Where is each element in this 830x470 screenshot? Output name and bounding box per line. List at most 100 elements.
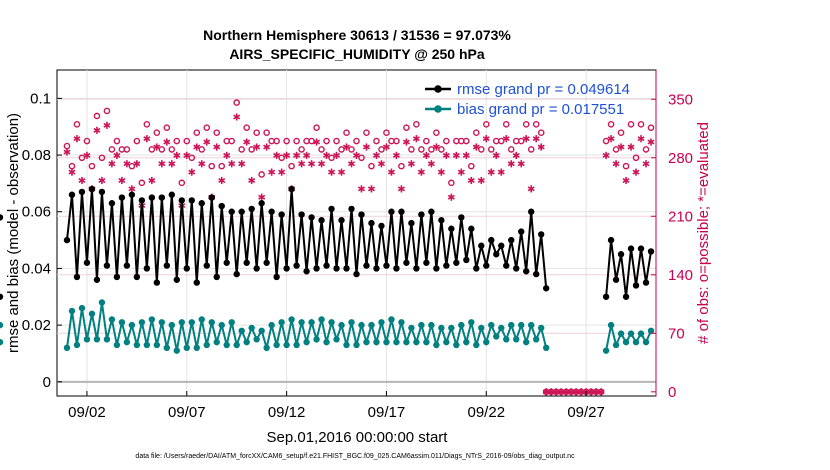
series-0-point — [68, 191, 76, 198]
x-tick-label: 09/17 — [368, 404, 406, 421]
obs-evaluated-point — [467, 176, 475, 185]
obs-possible-point — [637, 121, 645, 128]
obs-evaluated-point — [268, 168, 276, 176]
obs-possible-point — [497, 137, 505, 145]
chart-title: Northern Hemisphere 30613 / 31536 = 97.0… — [203, 27, 511, 43]
series-0-point — [617, 251, 625, 258]
obs-possible-point — [527, 146, 535, 153]
obs-possible-point — [472, 129, 480, 136]
obs-possible-point — [243, 124, 250, 131]
obs-possible-point — [423, 137, 430, 145]
series-1-point — [228, 319, 235, 326]
obs-possible-point — [418, 146, 425, 153]
obs-possible-point — [413, 121, 420, 128]
yr-tick-label: 210 — [668, 208, 693, 225]
series-0-point — [258, 200, 265, 207]
obs-evaluated-point — [517, 160, 525, 168]
obs-possible-point — [183, 137, 191, 145]
obs-possible-point — [368, 162, 375, 170]
series-1-point — [248, 324, 255, 332]
series-1-point — [118, 319, 126, 326]
obs-possible-point — [502, 121, 510, 128]
series-1-point — [448, 324, 455, 332]
obs-evaluated-point — [238, 160, 246, 168]
series-1-point — [413, 338, 420, 346]
yr-tick-label: 70 — [668, 325, 685, 342]
series-0-point — [508, 236, 515, 244]
series-1-point — [443, 338, 450, 346]
y-axis-left: 0 0.02 0.04 0.06 0.08 0.1 — [22, 90, 62, 391]
obs-possible-point — [153, 129, 161, 136]
obs-evaluated-point — [248, 176, 256, 185]
series-0-point — [503, 262, 510, 269]
series-1-point — [98, 299, 106, 306]
series-1-point — [518, 321, 525, 329]
series-0-point — [313, 265, 320, 272]
series-0-point — [78, 188, 86, 196]
series-1-point — [403, 338, 410, 346]
series-0-point — [318, 217, 325, 224]
obs-possible-point — [532, 121, 540, 128]
series-0-point — [468, 225, 475, 232]
series-1-point — [622, 338, 630, 346]
obs-evaluated-point — [392, 151, 400, 160]
obs-evaluated-point — [333, 151, 341, 160]
series-1-point — [363, 338, 370, 346]
obs-evaluated-point — [597, 388, 605, 396]
obs-possible-point — [238, 146, 245, 153]
obs-evaluated-point — [417, 168, 425, 176]
series-1-point — [533, 336, 540, 343]
series-0-point — [293, 262, 300, 269]
obs-possible-point — [168, 146, 176, 153]
obs-evaluated-point — [527, 185, 535, 193]
obs-possible-point — [373, 137, 380, 145]
series-0-point — [138, 197, 146, 204]
obs-possible-point — [363, 129, 370, 136]
series-1-point — [253, 336, 260, 343]
series-0-point — [518, 228, 525, 235]
series-1-point — [213, 338, 220, 346]
series-0-point — [308, 214, 315, 221]
x-tick-label: 09/22 — [468, 404, 506, 421]
series-0-point — [228, 208, 235, 215]
series-0-point — [98, 188, 106, 196]
series-1-point — [133, 341, 141, 349]
obs-possible-point — [517, 137, 525, 145]
obs-evaluated-point — [462, 151, 470, 160]
series-1-point — [108, 316, 116, 323]
obs-evaluated-point — [537, 143, 545, 151]
series-1-point — [498, 324, 505, 332]
series-0-point — [188, 197, 195, 204]
obs-possible-point — [193, 129, 201, 136]
series-1-point — [78, 304, 86, 312]
obs-evaluated-point — [602, 151, 610, 160]
obs-evaluated-point — [113, 151, 121, 160]
obs-possible-point — [73, 121, 81, 128]
x-tick-label: 09/27 — [567, 404, 605, 421]
series-1-point — [203, 341, 210, 349]
obs-possible-point — [343, 129, 350, 136]
obs-evaluated-point — [303, 151, 311, 160]
obs-evaluated-point — [93, 126, 101, 134]
series-0-point — [248, 205, 255, 213]
obs-evaluated-point — [203, 138, 211, 146]
obs-evaluated-point — [347, 160, 356, 168]
obs-evaluated-point — [213, 143, 221, 151]
obs-possible-point — [88, 162, 96, 170]
series-0-point — [133, 273, 141, 281]
series-0-point — [93, 276, 101, 283]
obs-possible-point — [333, 137, 340, 145]
data-file-footnote: data file: /Users/raeder/DAI/ATM_forcXX/… — [135, 453, 575, 460]
legend-marker-1 — [434, 105, 442, 113]
series-1-point — [168, 321, 176, 329]
obs-possible-point — [642, 146, 650, 153]
obs-evaluated-point — [632, 168, 640, 176]
series-1-point — [83, 336, 91, 343]
series-1-point — [313, 336, 320, 343]
series-0-point — [298, 211, 305, 218]
series-0-point — [178, 197, 185, 204]
obs-possible-point — [128, 162, 136, 170]
obs-evaluated-point — [487, 168, 495, 176]
series-1-point — [68, 307, 76, 315]
series-1-point — [303, 338, 310, 346]
